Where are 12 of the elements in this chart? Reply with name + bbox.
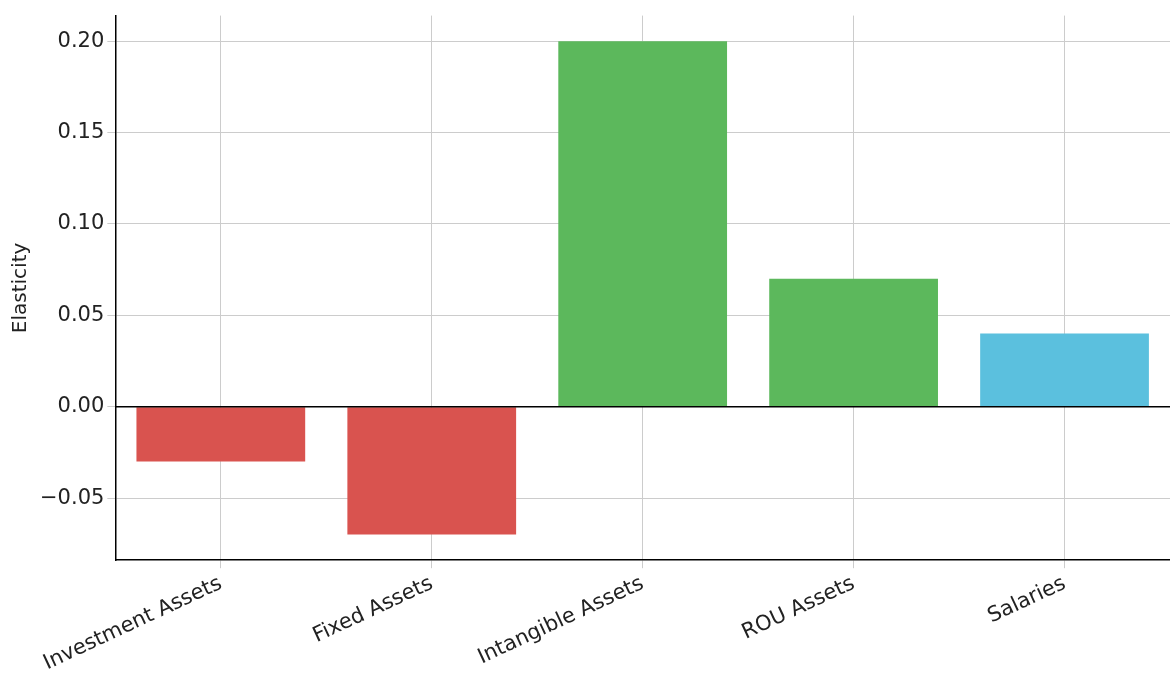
y-tick-label: −0.05 bbox=[39, 484, 105, 509]
y-tick-label: 0.00 bbox=[57, 393, 105, 418]
y-tick-label: 0.20 bbox=[57, 27, 105, 52]
y-axis-title: Elasticity bbox=[7, 242, 32, 334]
bar bbox=[769, 278, 938, 407]
bar bbox=[558, 41, 728, 407]
y-tick-label: 0.15 bbox=[57, 119, 105, 144]
y-tick-label: 0.10 bbox=[57, 210, 105, 235]
bar bbox=[347, 407, 517, 535]
bar bbox=[980, 333, 1149, 407]
y-tick-label: 0.05 bbox=[57, 301, 105, 326]
bar bbox=[136, 407, 306, 462]
